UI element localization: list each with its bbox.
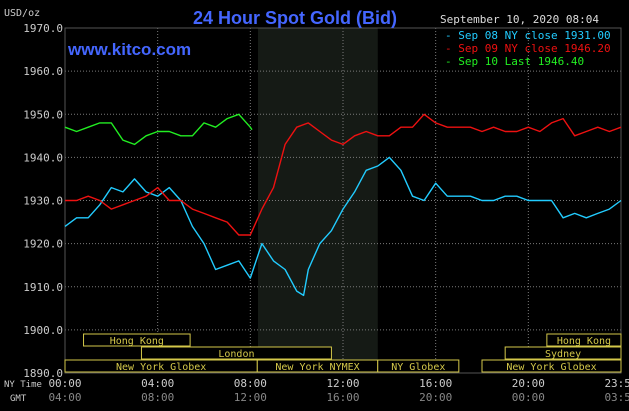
x-tick-gmt: 12:00 (234, 391, 267, 404)
session-label: NY Globex (391, 362, 445, 373)
x-tick-ny: 20:00 (512, 377, 545, 390)
y-tick-label: 1920.0 (23, 238, 63, 251)
session-box: NY Globex (377, 359, 460, 373)
x-tick-gmt: 16:00 (326, 391, 359, 404)
y-tick-label: 1970.0 (23, 22, 63, 35)
session-label: Hong Kong (557, 336, 611, 347)
session-label: New York Globex (116, 362, 206, 373)
session-box-frame (140, 346, 332, 360)
session-box-frame (546, 333, 622, 347)
x-tick-gmt: 20:00 (419, 391, 452, 404)
session-box-frame (377, 359, 460, 373)
x-tick-ny: 08:00 (234, 377, 267, 390)
session-box: Sydney (504, 346, 622, 360)
y-tick-label: 1960.0 (23, 65, 63, 78)
x-tick-gmt: 08:00 (141, 391, 174, 404)
ny-time-axis-label: NY Time (4, 380, 42, 390)
source-url: www.kitco.com (67, 40, 191, 59)
timestamp: September 10, 2020 08:04 (440, 13, 599, 26)
series-line-sep10 (64, 113, 253, 146)
units-label: USD/oz (4, 8, 40, 19)
legend-entry-sep08: - Sep 08 NY close 1931.00 (445, 29, 611, 42)
session-box: Hong Kong (83, 333, 191, 347)
legend-entry-sep10: - Sep 10 Last 1946.40 (445, 55, 584, 68)
session-box: New York Globex (64, 359, 258, 373)
legend: - Sep 08 NY close 1931.00- Sep 09 NY clo… (445, 29, 611, 68)
x-tick-ny: 04:00 (141, 377, 174, 390)
x-tick-ny: 00:00 (48, 377, 81, 390)
session-box: New York NYMEX (256, 359, 379, 373)
session-label: London (218, 349, 254, 360)
session-label: Hong Kong (110, 336, 164, 347)
series-line-sep09 (65, 113, 622, 236)
y-tick-label: 1890.0 (23, 367, 63, 380)
x-tick-ny: 23:59 (604, 377, 629, 390)
session-box-frame (83, 333, 191, 347)
legend-entry-sep09: - Sep 09 NY close 1946.20 (445, 42, 611, 55)
session-box: New York Globex (481, 359, 622, 373)
gmt-axis-label: GMT (10, 394, 27, 404)
series-line-sep08 (64, 156, 622, 297)
session-label: New York Globex (506, 362, 596, 373)
x-tick-ny: 12:00 (326, 377, 359, 390)
x-tick-gmt: 04:00 (48, 391, 81, 404)
x-tick-gmt: 03:59 (604, 391, 629, 404)
y-tick-label: 1910.0 (23, 281, 63, 294)
x-tick-gmt: 00:00 (512, 391, 545, 404)
session-label: Sydney (545, 349, 581, 360)
y-tick-label: 1950.0 (23, 108, 63, 121)
session-box-frame (481, 359, 622, 373)
chart-title: 24 Hour Spot Gold (Bid) (193, 8, 397, 28)
session-box: Hong Kong (546, 333, 622, 347)
session-box-frame (504, 346, 622, 360)
y-tick-label: 1900.0 (23, 324, 63, 337)
session-box: London (140, 346, 332, 360)
x-tick-ny: 16:00 (419, 377, 452, 390)
y-tick-label: 1930.0 (23, 195, 63, 208)
session-label: New York NYMEX (275, 362, 359, 373)
y-tick-label: 1940.0 (23, 151, 63, 164)
